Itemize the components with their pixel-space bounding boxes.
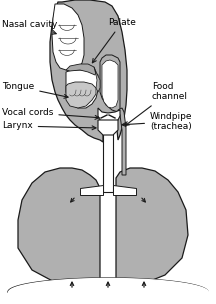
Text: Palate: Palate <box>92 18 136 63</box>
Polygon shape <box>18 168 100 290</box>
Polygon shape <box>118 108 126 175</box>
Text: Windpipe
(trachea): Windpipe (trachea) <box>122 112 192 131</box>
Polygon shape <box>100 55 120 112</box>
Polygon shape <box>66 70 98 108</box>
Polygon shape <box>66 64 96 75</box>
Polygon shape <box>66 82 96 108</box>
Polygon shape <box>80 185 103 195</box>
Text: Food
channel: Food channel <box>125 82 188 126</box>
Polygon shape <box>98 108 120 123</box>
Text: Tongue: Tongue <box>2 82 68 98</box>
Polygon shape <box>52 4 84 70</box>
Polygon shape <box>113 185 136 195</box>
Text: Larynx: Larynx <box>2 122 96 130</box>
Polygon shape <box>94 67 100 92</box>
Text: Vocal cords: Vocal cords <box>2 108 99 119</box>
Polygon shape <box>116 168 188 290</box>
Polygon shape <box>50 0 127 142</box>
Polygon shape <box>98 120 118 135</box>
Polygon shape <box>103 120 113 192</box>
Text: Nasal cavity: Nasal cavity <box>2 20 57 34</box>
Polygon shape <box>102 60 118 108</box>
